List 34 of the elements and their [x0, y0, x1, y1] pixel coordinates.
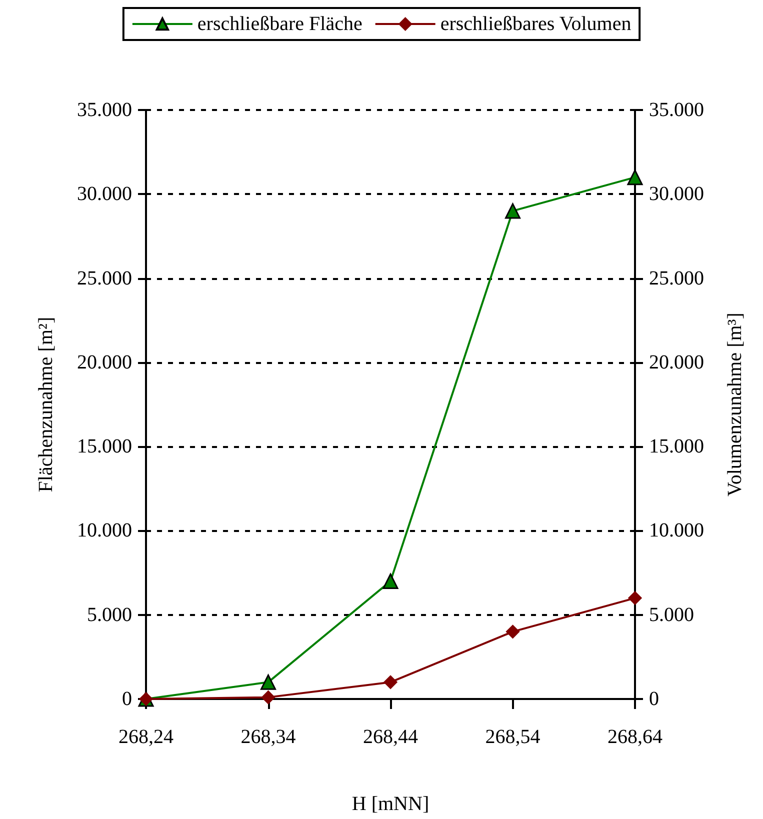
point	[260, 674, 276, 690]
point	[627, 170, 643, 186]
y-tick-label: 15.000	[77, 436, 132, 458]
y-tick-label: 20.000	[77, 351, 132, 374]
x-axis-title: H [mNN]	[352, 793, 430, 815]
legend-label: erschließbare Fläche	[197, 13, 362, 35]
y2-tick-label: 30.000	[649, 183, 704, 206]
y-tick-label: 35.000	[77, 99, 132, 121]
point	[505, 203, 520, 219]
x-tick-label: 268,64	[608, 726, 662, 748]
y2-tick-label: 35.000	[649, 99, 704, 121]
x-tick-label: 268,24	[118, 726, 174, 748]
x-tick-label: 268,34	[240, 726, 296, 748]
y-tick-label: 0	[122, 688, 132, 710]
point	[262, 690, 275, 704]
y-tick-label: 5.000	[87, 604, 132, 626]
y2-tick-label: 25.000	[649, 267, 704, 290]
point	[628, 591, 642, 605]
x-tick-label: 268,44	[363, 726, 418, 748]
y2-tick-label: 0	[649, 688, 659, 710]
point	[506, 624, 520, 638]
y-tick-label: 10.000	[77, 520, 132, 542]
y2-axis-title: Volumenzunahme [m³]	[724, 312, 746, 496]
y2-tick-label: 10.000	[649, 520, 704, 542]
y-tick-label: 30.000	[77, 183, 132, 206]
y2-tick-label: 15.000	[649, 436, 704, 458]
y2-tick-label: 20.000	[649, 351, 704, 374]
legend-label: erschließbares Volumen	[440, 13, 632, 35]
point	[384, 675, 398, 689]
y-tick-label: 25.000	[77, 267, 132, 290]
y-axis-title: Flächenzunahme [m²]	[35, 316, 57, 492]
point	[382, 573, 398, 589]
x-tick-label: 268,54	[485, 726, 540, 748]
y2-tick-label: 5.000	[649, 604, 694, 626]
